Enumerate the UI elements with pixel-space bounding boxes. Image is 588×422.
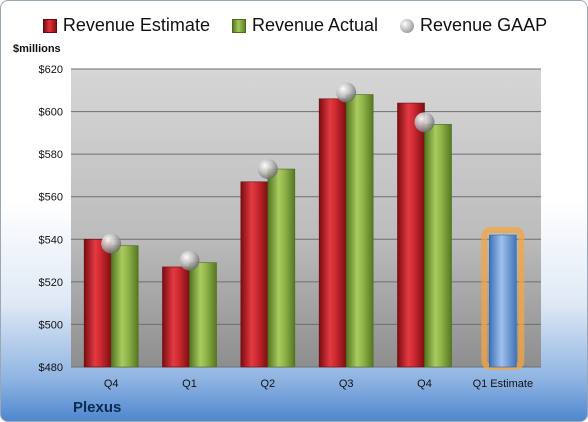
legend-item-estimate: Revenue Estimate bbox=[42, 15, 210, 36]
point-revenue-gaap bbox=[414, 112, 435, 133]
company-name: Plexus bbox=[73, 399, 122, 416]
bar-revenue-actual bbox=[189, 262, 217, 368]
x-tick-label: Q1 Estimate bbox=[473, 378, 534, 390]
y-tick-label: $560 bbox=[39, 192, 63, 204]
legend-label-gaap: Revenue GAAP bbox=[420, 15, 548, 35]
x-tick-label: Q4 bbox=[417, 378, 432, 390]
point-revenue-gaap bbox=[179, 250, 200, 271]
y-tick-label: $620 bbox=[39, 64, 63, 76]
bar-revenue-estimate bbox=[318, 98, 347, 368]
point-revenue-gaap bbox=[101, 233, 122, 254]
bar-revenue-estimate bbox=[240, 181, 269, 368]
legend-swatch-estimate bbox=[42, 18, 57, 33]
x-tick-labels: Q4 Q1 Q2 Q3 Q4 Q1 Estimate bbox=[104, 378, 533, 390]
legend-item-actual: Revenue Actual bbox=[231, 15, 379, 36]
y-tick-label: $580 bbox=[39, 149, 63, 161]
y-axis-label: $millions bbox=[13, 43, 61, 55]
legend-label-actual: Revenue Actual bbox=[251, 15, 379, 35]
y-tick-label: $520 bbox=[39, 277, 63, 289]
y-tick-label: $480 bbox=[39, 362, 63, 374]
bar-revenue-actual bbox=[345, 94, 374, 368]
legend-swatch-gaap bbox=[400, 18, 415, 33]
grid-lines bbox=[71, 68, 541, 368]
bar-revenue-estimate bbox=[162, 266, 190, 368]
legend: Revenue Estimate Revenue Actual Revenue … bbox=[1, 15, 587, 36]
legend-label-estimate: Revenue Estimate bbox=[62, 15, 210, 35]
y-tick-label: $540 bbox=[39, 234, 63, 246]
bar-marks bbox=[83, 82, 525, 370]
x-tick-label: Q3 bbox=[339, 378, 354, 390]
bar-revenue-actual bbox=[110, 245, 139, 368]
bar-revenue-estimate bbox=[83, 238, 112, 368]
legend-item-gaap: Revenue GAAP bbox=[400, 15, 547, 36]
y-tick-label: $600 bbox=[39, 107, 63, 119]
bar-revenue-actual bbox=[267, 168, 296, 368]
bar-revenue-actual bbox=[424, 124, 452, 368]
y-tick-label: $500 bbox=[39, 319, 63, 331]
point-revenue-gaap bbox=[336, 82, 357, 103]
y-tick-labels: $480 $500 $520 $540 $560 $580 $600 $620 bbox=[39, 64, 63, 374]
bar-revenue-estimate bbox=[397, 102, 425, 368]
point-revenue-gaap bbox=[257, 159, 278, 180]
x-tick-label: Q4 bbox=[104, 378, 119, 390]
bar-forecast-estimate bbox=[489, 234, 517, 368]
plot-area bbox=[71, 69, 541, 367]
legend-swatch-actual bbox=[231, 18, 246, 33]
x-tick-label: Q2 bbox=[260, 378, 275, 390]
x-tick-label: Q1 bbox=[182, 378, 197, 390]
